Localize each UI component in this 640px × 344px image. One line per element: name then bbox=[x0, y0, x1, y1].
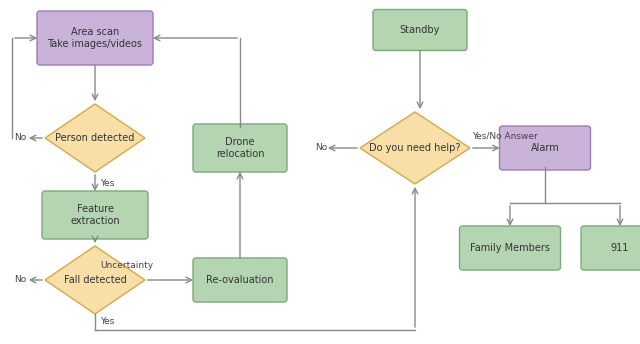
Text: Drone
relocation: Drone relocation bbox=[216, 137, 264, 159]
FancyBboxPatch shape bbox=[193, 124, 287, 172]
Text: Family Members: Family Members bbox=[470, 243, 550, 253]
Text: No: No bbox=[14, 276, 26, 284]
Text: Yes/No Answer: Yes/No Answer bbox=[472, 131, 538, 140]
FancyBboxPatch shape bbox=[499, 126, 591, 170]
Text: No: No bbox=[14, 133, 26, 142]
Text: Uncertainty: Uncertainty bbox=[100, 260, 153, 269]
FancyBboxPatch shape bbox=[193, 258, 287, 302]
Text: Area scan
Take images/videos: Area scan Take images/videos bbox=[47, 27, 143, 49]
FancyBboxPatch shape bbox=[37, 11, 153, 65]
Text: Re-ovaluation: Re-ovaluation bbox=[206, 275, 274, 285]
FancyBboxPatch shape bbox=[460, 226, 561, 270]
Text: Standby: Standby bbox=[400, 25, 440, 35]
FancyBboxPatch shape bbox=[581, 226, 640, 270]
Text: Fall detected: Fall detected bbox=[63, 275, 126, 285]
Text: Feature
extraction: Feature extraction bbox=[70, 204, 120, 226]
Polygon shape bbox=[45, 104, 145, 172]
Text: No: No bbox=[315, 143, 327, 152]
Text: Yes: Yes bbox=[100, 318, 115, 326]
Text: Person detected: Person detected bbox=[55, 133, 134, 143]
Text: 911: 911 bbox=[611, 243, 629, 253]
Text: Do you need help?: Do you need help? bbox=[369, 143, 461, 153]
FancyBboxPatch shape bbox=[373, 10, 467, 51]
Polygon shape bbox=[360, 112, 470, 184]
Polygon shape bbox=[45, 246, 145, 314]
FancyBboxPatch shape bbox=[42, 191, 148, 239]
Text: Yes: Yes bbox=[100, 179, 115, 187]
Text: Alarm: Alarm bbox=[531, 143, 559, 153]
